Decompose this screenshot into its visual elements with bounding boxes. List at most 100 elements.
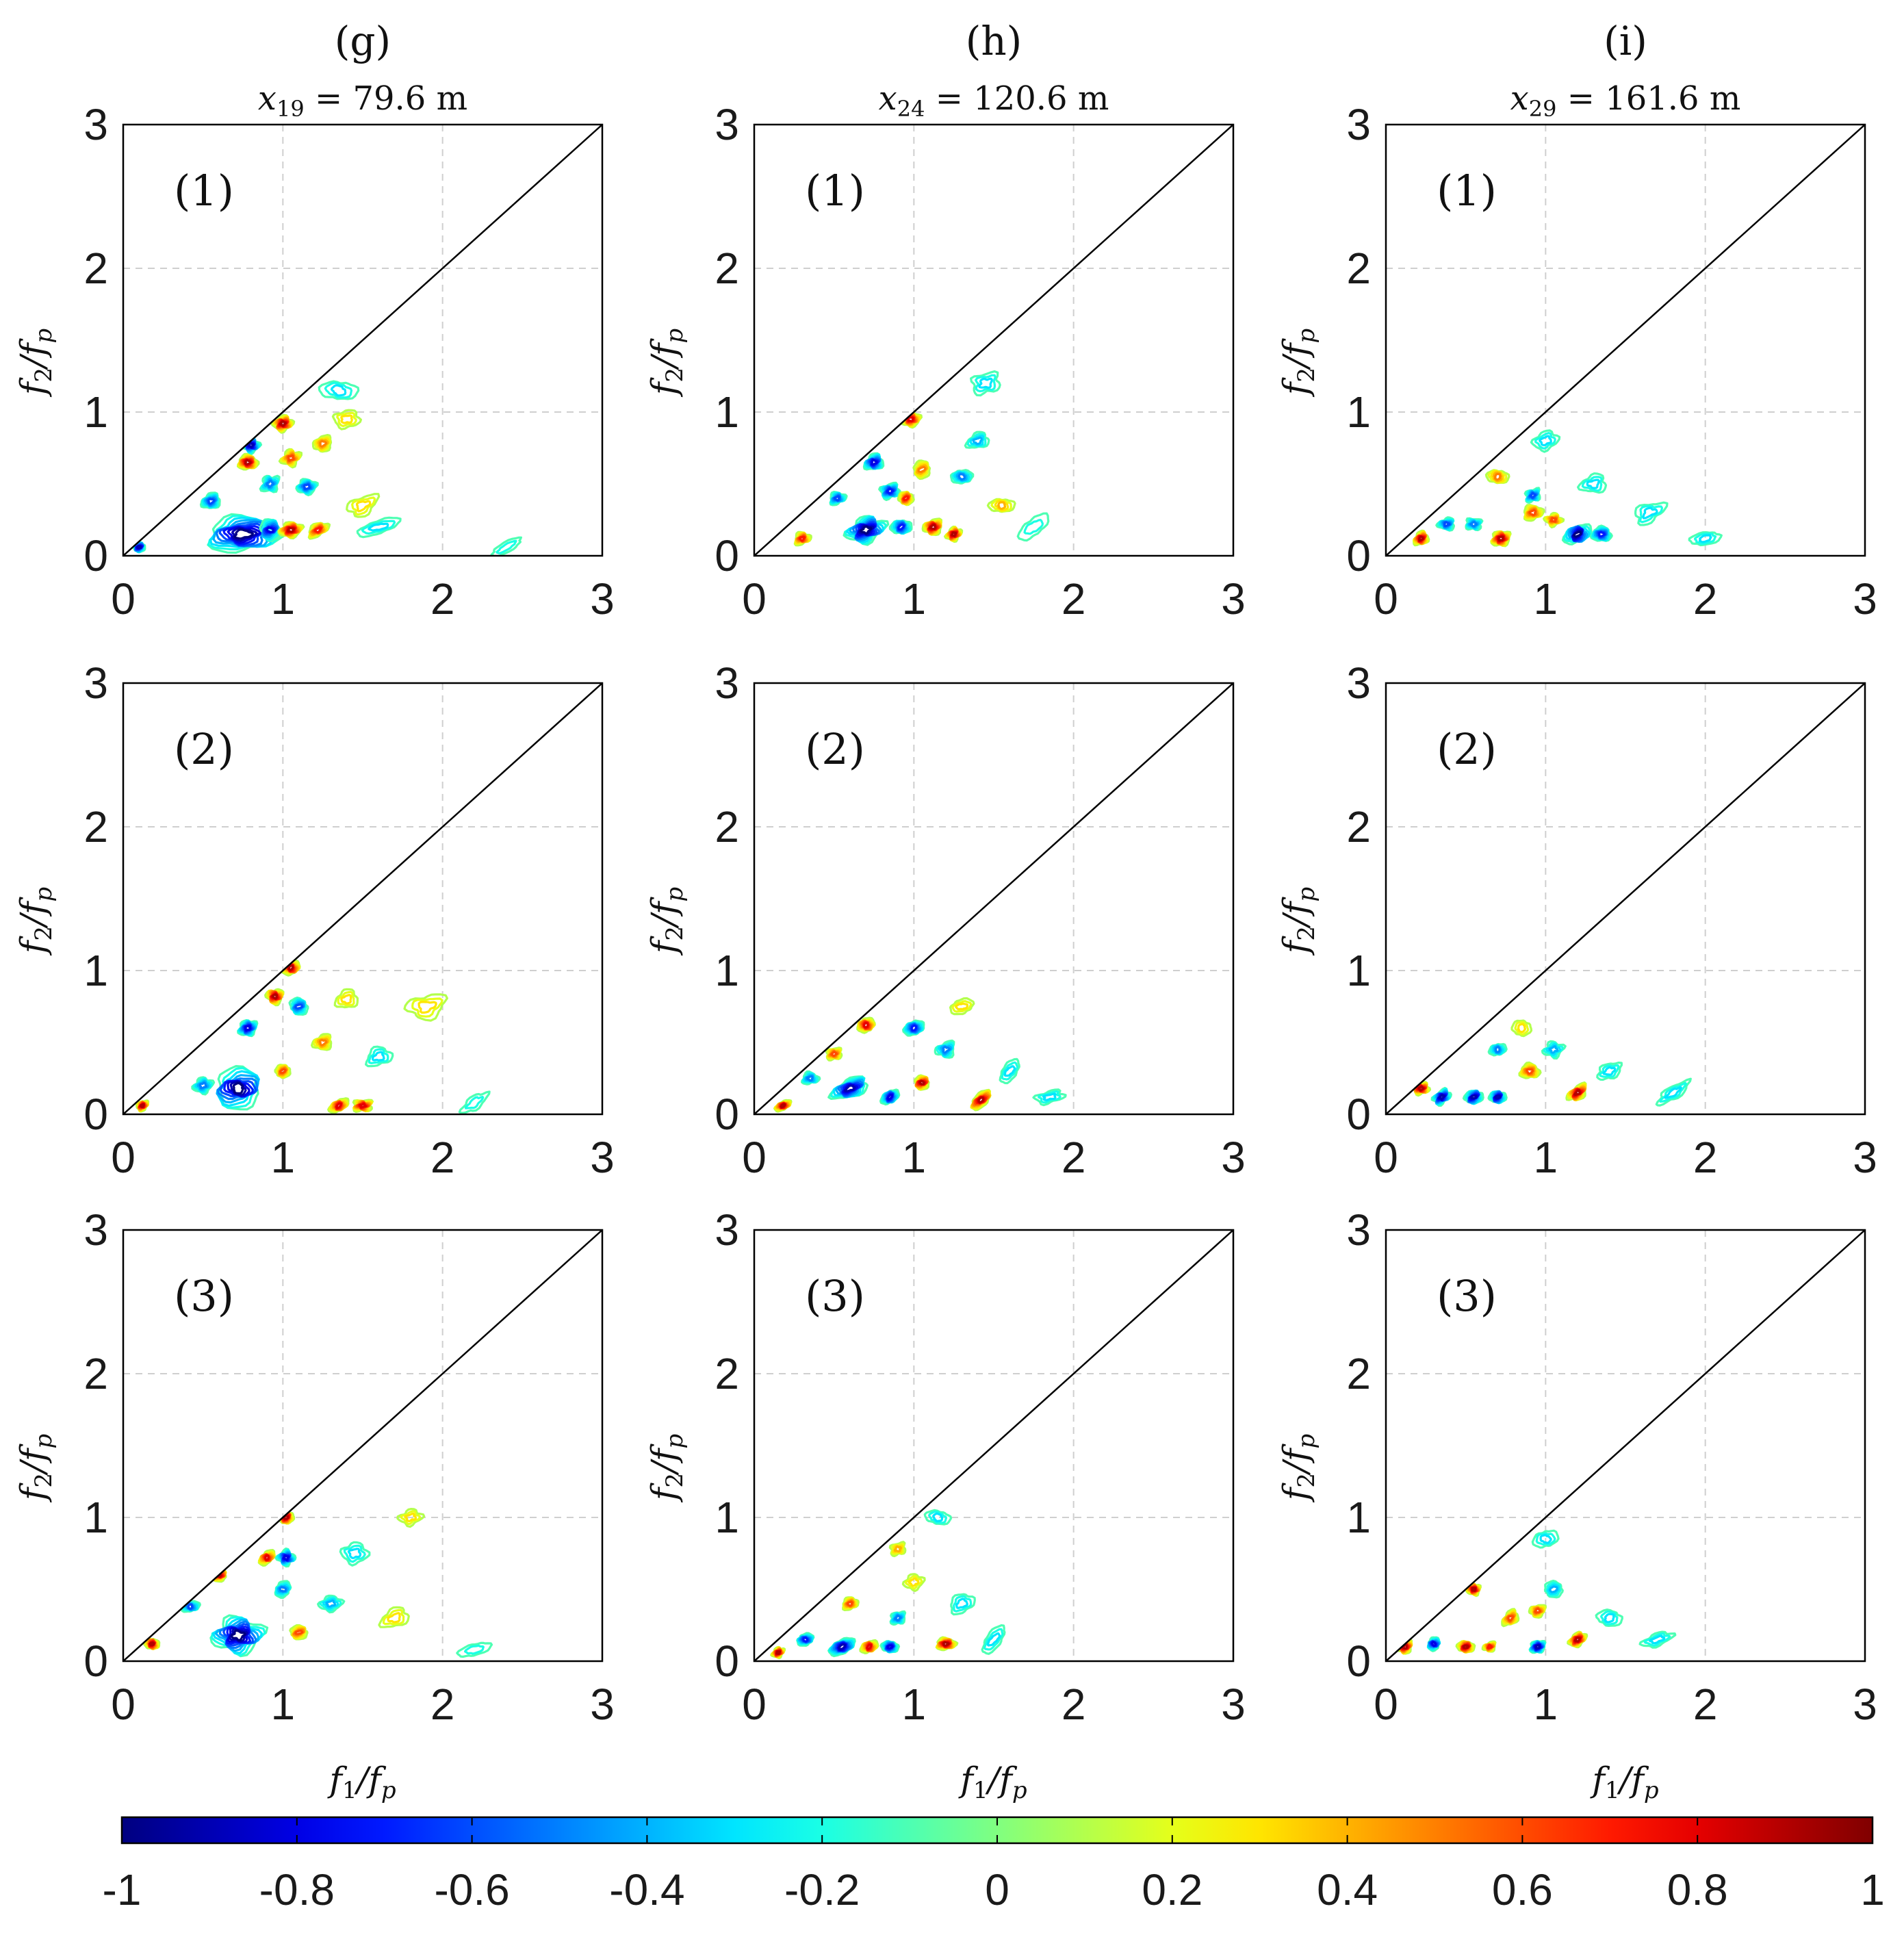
contour-line: [871, 459, 878, 466]
contour-line: [1023, 519, 1044, 535]
contour-line: [1431, 1641, 1437, 1647]
y-tick-label: 1: [83, 1493, 108, 1542]
contour-line: [1573, 1089, 1581, 1096]
contour-line: [230, 1629, 246, 1641]
contour-line: [1574, 1637, 1581, 1643]
contour-line: [287, 964, 294, 971]
contour-line: [330, 384, 347, 397]
axes-frame: [753, 1229, 1235, 1663]
y-tick-label: 1: [1346, 387, 1371, 437]
contour-line: [921, 517, 942, 537]
contour-line: [863, 1022, 869, 1029]
contour-line: [1535, 1532, 1556, 1546]
contour-line: [1534, 1644, 1541, 1650]
axes-frame: [1385, 123, 1866, 557]
x-tick-label: 3: [1221, 574, 1246, 624]
contour-line: [233, 528, 254, 540]
diagonal-reference-line: [754, 1229, 1234, 1662]
contour-line: [287, 526, 295, 533]
contour-line: [929, 524, 936, 530]
contour-line: [347, 1548, 362, 1559]
contour-line: [802, 1637, 809, 1643]
contour-line: [247, 441, 255, 448]
contour-line: [311, 434, 333, 453]
colorbar-tick-label: 0: [985, 1865, 1009, 1914]
row-label: (1): [805, 166, 865, 216]
contour-line: [314, 1036, 331, 1049]
contour-line: [1527, 507, 1538, 517]
contour-line: [359, 1103, 367, 1109]
contour-line: [1596, 1062, 1623, 1081]
x-axis-label: f1/fp: [1589, 1760, 1658, 1804]
contour-line: [949, 997, 975, 1016]
contour-line: [1531, 1529, 1560, 1549]
contour-line: [313, 1034, 331, 1051]
contour-line: [864, 452, 884, 470]
contour-line: [368, 522, 389, 532]
contour-line: [396, 1508, 426, 1528]
contour-line: [264, 1554, 270, 1561]
y-axis-label: f2/fp: [1276, 329, 1320, 398]
x-tick-label: 3: [590, 574, 615, 624]
contour-line: [886, 487, 895, 495]
panel: 00 1 1 2 2 3 3 f2/fp f1/fp (3): [13, 1205, 615, 1804]
contour-line: [336, 411, 357, 428]
contour-line: [977, 1096, 985, 1103]
diagonal-reference-line: [1385, 682, 1866, 1115]
x-tick-label: 2: [430, 574, 455, 624]
diagonal-reference-line: [754, 124, 1234, 556]
contour-line: [964, 431, 990, 449]
x-tick-label: 0: [111, 1680, 136, 1729]
contour-line: [1698, 534, 1712, 543]
contour-line: [1494, 1094, 1502, 1100]
contour-line: [957, 473, 966, 480]
contour-line: [1522, 1066, 1536, 1077]
x-tick-label: 3: [1221, 1133, 1246, 1182]
panel: 00 1 1 2 2 3 3 f2/fp (2): [13, 658, 615, 1182]
x-tick-label: 0: [1374, 574, 1398, 624]
contour-line: [1602, 1066, 1617, 1076]
y-tick-label: 1: [715, 946, 739, 995]
diagonal-reference-line: [1385, 124, 1866, 556]
contour-line: [202, 494, 218, 509]
contour-line: [187, 1603, 194, 1610]
contour-line: [975, 374, 996, 393]
contour-line: [318, 380, 360, 400]
contour-line: [1604, 1613, 1615, 1624]
y-tick-label: 0: [1346, 531, 1371, 580]
contour-line: [1642, 506, 1658, 519]
axes-frame: [753, 123, 1235, 557]
colorbar-tick-label: -0.4: [609, 1865, 684, 1914]
x-tick-label: 1: [902, 574, 927, 624]
contour-line: [897, 523, 905, 530]
contour-line: [403, 993, 448, 1022]
colorbar-tick-label: 0.2: [1142, 1865, 1202, 1914]
contour-line: [934, 1039, 955, 1059]
contour-line: [271, 993, 278, 1000]
contour-line: [950, 1593, 976, 1616]
y-tick-label: 3: [1346, 658, 1371, 708]
contour-line: [464, 1644, 485, 1655]
contour-line: [886, 1094, 893, 1101]
contour-line: [287, 454, 295, 462]
contour-line: [1530, 429, 1561, 453]
contour-line: [1001, 1061, 1019, 1081]
contour-line: [1487, 1644, 1493, 1650]
contour-line: [1003, 1065, 1016, 1077]
contour-layer: [1411, 1019, 1692, 1107]
axes-frame: [122, 123, 604, 557]
x-tick-label: 3: [1853, 574, 1877, 624]
colorbar: -1 -0.8 -0.6 -0.4 -0.2 0 0.2 0.4 0.6 0.8 1: [103, 1816, 1885, 1914]
contour-line: [279, 1068, 287, 1075]
x-tick-label: 0: [742, 574, 767, 624]
colorbar-tick-label: -0.8: [259, 1865, 335, 1914]
contour-line: [955, 1002, 969, 1011]
y-axis-label: f2/fp: [13, 329, 57, 398]
y-tick-label: 1: [1346, 1493, 1371, 1542]
contour-line: [372, 1051, 385, 1062]
contour-line: [1497, 535, 1504, 542]
panel: 00 1 1 2 2 3 3 f2/fp (1): [644, 100, 1246, 624]
contour-line: [918, 1079, 925, 1086]
contour-line: [368, 1048, 389, 1064]
x-tick-label: 2: [1062, 574, 1086, 624]
